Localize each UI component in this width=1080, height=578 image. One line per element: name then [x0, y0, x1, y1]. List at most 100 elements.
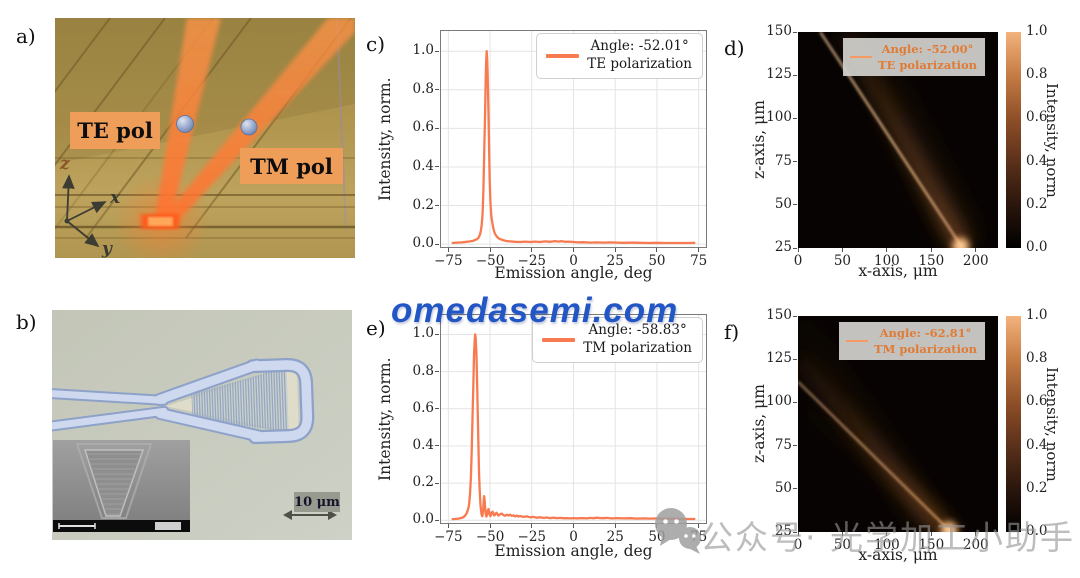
tickmark	[793, 204, 797, 206]
wechat-icon	[655, 508, 701, 554]
tickmark	[793, 247, 797, 249]
te-beam-sphere	[176, 115, 194, 133]
f-ylabel: z-axis, μm	[750, 384, 768, 464]
tick-label: 50	[648, 253, 666, 269]
tick-label: 1.0	[412, 325, 434, 342]
coordinate-axes	[62, 174, 107, 248]
tick-label: 25	[774, 523, 792, 539]
taper-waveguide-device	[52, 358, 315, 445]
tickmark	[435, 205, 439, 207]
tickmark	[698, 524, 700, 528]
tick-label: −75	[434, 253, 463, 269]
tickmark	[447, 524, 449, 528]
e-legend-line-sample	[542, 338, 576, 342]
d-legend: Angle: -52.00° TE polarization	[843, 38, 985, 77]
f-xlabel: x-axis, μm	[858, 546, 938, 564]
tickmark	[435, 519, 439, 521]
tick-label: 75	[774, 152, 792, 169]
tick-label: 0	[793, 537, 803, 553]
tickmark	[793, 161, 797, 163]
tickmark	[435, 243, 439, 245]
tick-label: 100	[873, 537, 900, 553]
tick-label: 0.2	[1026, 195, 1048, 212]
tickmark	[614, 248, 616, 252]
e-legend-polarization: TM polarization	[583, 339, 692, 356]
tick-label: 0.4	[1026, 436, 1048, 453]
tick-label: 0.4	[412, 157, 434, 174]
tick-label: 75	[690, 253, 708, 269]
axis-y-label: y	[102, 239, 112, 258]
tick-label: 0.2	[412, 196, 434, 213]
tick-label: 150	[766, 23, 792, 39]
tick-label: −25	[517, 253, 547, 269]
tick-label: −25	[517, 529, 547, 545]
tick-label: −75	[434, 529, 463, 545]
tick-label: 200	[962, 253, 989, 269]
tick-label: 125	[766, 66, 792, 83]
d-legend-angle: Angle: -52.00°	[881, 42, 974, 56]
tickmark	[435, 445, 439, 447]
d-legend-polarization: TE polarization	[878, 58, 977, 73]
tick-label: 0	[569, 529, 578, 545]
c-legend-angle: Angle: -52.01°	[590, 38, 689, 54]
tickmark	[930, 532, 932, 536]
tick-label: 150	[766, 307, 792, 323]
tickmark	[531, 248, 533, 252]
tickmark	[435, 482, 439, 484]
tickmark	[886, 248, 888, 252]
tickmark	[573, 524, 574, 528]
tm-beam-heatmap: Angle: -62.81° TM polarization	[798, 316, 998, 532]
tick-label: 50	[833, 253, 852, 269]
tickmark	[975, 248, 977, 252]
d-xlabel: x-axis, μm	[858, 262, 938, 280]
site-watermark: omedasemi.com	[391, 291, 679, 330]
tickmark	[886, 532, 888, 536]
c-legend-polarization: TE polarization	[587, 55, 692, 72]
scalebar-arrow	[283, 510, 337, 520]
tick-label: 0.2	[1026, 479, 1048, 496]
c-ylabel: Intensity, norm.	[376, 77, 394, 201]
tick-label: 0.0	[412, 511, 434, 528]
tickmark	[841, 248, 843, 252]
tick-label: 0	[569, 253, 578, 269]
e-xlabel: Emission angle, deg	[494, 542, 653, 560]
c-legend-line-sample	[546, 54, 580, 58]
tickmark	[793, 445, 797, 447]
f-legend-angle: Angle: -62.81°	[879, 326, 972, 340]
tickmark	[698, 248, 700, 252]
tickmark	[435, 371, 439, 373]
tickmark	[447, 248, 449, 252]
tick-label: 0.8	[412, 362, 434, 379]
panel-label-c: c)	[366, 32, 386, 56]
e-ylabel: Intensity, norm.	[376, 357, 394, 481]
tick-label: 50	[774, 479, 792, 496]
wechat-watermark-text: 公众号· 光学加工小助手	[700, 518, 1075, 557]
tickmark	[435, 333, 439, 335]
tick-label: 100	[766, 393, 792, 410]
tick-label: 0.8	[1026, 350, 1048, 367]
tickmark	[489, 248, 491, 252]
tick-label: 50	[833, 537, 852, 553]
tickmark	[435, 50, 439, 52]
f-legend-polarization: TM polarization	[874, 342, 977, 357]
te-emission-plot: Angle: -52.01° TE polarization	[440, 30, 707, 248]
tm-beam-sphere	[240, 118, 258, 136]
tick-label: 150	[918, 537, 945, 553]
tick-label: 25	[606, 253, 624, 269]
tickmark	[793, 488, 797, 490]
tick-label: 50	[774, 195, 792, 212]
f-colorbar-label: Intensity, norm	[1043, 366, 1061, 482]
tick-label: 0.4	[412, 436, 434, 453]
f-legend: Angle: -62.81° TM polarization	[839, 322, 985, 361]
tickmark	[489, 524, 491, 528]
f-colorbar	[1006, 316, 1021, 532]
tick-label: 0.0	[1026, 523, 1048, 539]
tick-label: 0.6	[1026, 109, 1048, 126]
tickmark	[435, 408, 439, 410]
tick-label: 0.6	[1026, 393, 1048, 410]
tick-label: 200	[962, 537, 989, 553]
tickmark	[793, 401, 797, 403]
tick-label: 0.4	[1026, 152, 1048, 169]
tickmark	[841, 532, 843, 536]
tick-label: 0.8	[412, 80, 434, 97]
